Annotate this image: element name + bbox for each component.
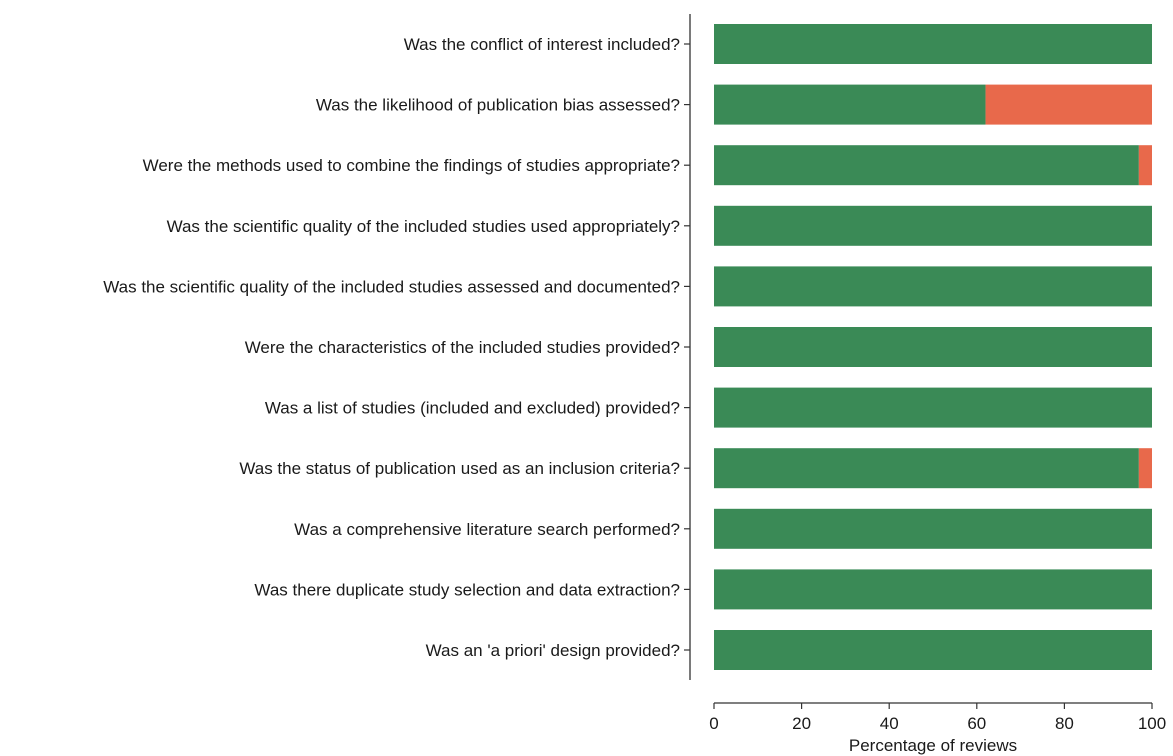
bar-segment <box>714 24 1152 64</box>
x-axis-title: Percentage of reviews <box>849 736 1017 755</box>
x-tick-label: 40 <box>880 714 899 733</box>
bar-segment <box>714 266 1152 307</box>
category-label: Was there duplicate study selection and … <box>254 580 680 599</box>
bar-segment <box>714 569 1152 610</box>
category-label: Was the likelihood of publication bias a… <box>316 96 680 115</box>
category-label: Was the scientific quality of the includ… <box>103 277 680 296</box>
category-label: Was the conflict of interest included? <box>404 35 680 54</box>
bar-segment <box>714 448 1139 489</box>
category-label: Was an 'a priori' design provided? <box>426 641 680 660</box>
bar-segment <box>1138 448 1152 489</box>
bar-segment <box>714 205 1152 246</box>
category-label: Was the scientific quality of the includ… <box>167 217 680 236</box>
x-tick-label: 0 <box>709 714 718 733</box>
bar-segment <box>714 387 1152 428</box>
bar-segment <box>714 145 1139 186</box>
bar-segment <box>714 630 1152 670</box>
category-labels-group: Was the conflict of interest included? Wa… <box>103 35 690 660</box>
category-label: Were the methods used to combine the fin… <box>143 156 680 175</box>
category-label: Was the status of publication used as an… <box>239 459 680 478</box>
bar-segment <box>985 84 1152 125</box>
x-ticks-group: 0 20 40 60 80 100 <box>709 703 1166 733</box>
x-tick-label: 100 <box>1138 714 1166 733</box>
category-label: Was a list of studies (included and excl… <box>265 399 680 418</box>
category-label: Was a comprehensive literature search pe… <box>294 520 680 539</box>
bar-segment <box>714 508 1152 549</box>
bars-group <box>714 24 1152 670</box>
bar-segment <box>714 84 986 125</box>
bar-segment <box>714 327 1152 367</box>
x-tick-label: 80 <box>1055 714 1074 733</box>
bar-segment <box>1138 145 1152 186</box>
x-tick-label: 60 <box>967 714 986 733</box>
category-label: Were the characteristics of the included… <box>245 338 680 357</box>
x-tick-label: 20 <box>792 714 811 733</box>
